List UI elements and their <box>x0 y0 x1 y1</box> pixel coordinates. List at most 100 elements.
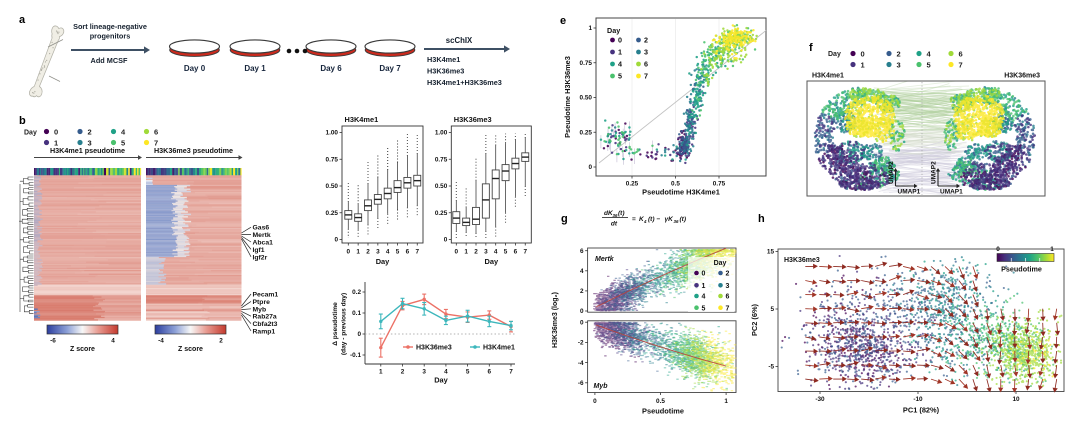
svg-text:1: 1 <box>356 249 360 256</box>
svg-text:UMAP2: UMAP2 <box>888 161 895 184</box>
svg-text:1: 1 <box>618 48 622 57</box>
svg-text:H3K36me3: H3K36me3 <box>784 257 820 264</box>
svg-text:(day - previous day): (day - previous day) <box>341 293 348 355</box>
svg-text:4: 4 <box>494 249 498 256</box>
svg-text:-6: -6 <box>578 380 584 387</box>
svg-text:3: 3 <box>644 48 648 57</box>
svg-text:Day: Day <box>607 26 620 35</box>
svg-text:6: 6 <box>644 60 648 69</box>
svg-text:=: = <box>632 216 636 223</box>
svg-text:1: 1 <box>724 398 728 405</box>
svg-text:H3K36me3 pseudotime: H3K36me3 pseudotime <box>154 146 233 155</box>
svg-text:6: 6 <box>154 127 158 136</box>
svg-text:36: 36 <box>613 213 618 218</box>
svg-text:e: e <box>560 15 566 27</box>
svg-text:-5: -5 <box>768 364 774 371</box>
svg-text:10: 10 <box>1012 396 1020 403</box>
svg-text:0.1: 0.1 <box>352 310 361 317</box>
svg-text:0: 0 <box>593 398 597 405</box>
svg-text:4: 4 <box>643 219 647 224</box>
svg-text:(t) −: (t) − <box>648 216 660 223</box>
svg-text:Igf1: Igf1 <box>253 247 265 254</box>
svg-text:2: 2 <box>366 249 370 256</box>
svg-text:-30: -30 <box>815 396 825 403</box>
svg-text:7: 7 <box>415 249 419 256</box>
svg-text:3: 3 <box>422 369 426 376</box>
svg-text:Rab27a: Rab27a <box>253 314 277 321</box>
svg-text:0.2: 0.2 <box>352 289 361 296</box>
svg-text:(t): (t) <box>680 216 687 223</box>
svg-text:γK: γK <box>665 216 675 223</box>
svg-text:Myb: Myb <box>253 306 267 313</box>
svg-text:2: 2 <box>897 49 901 58</box>
svg-text:Mertk: Mertk <box>253 232 271 239</box>
svg-text:0.25: 0.25 <box>626 181 639 188</box>
svg-text:2: 2 <box>88 127 92 136</box>
svg-text:1: 1 <box>54 138 58 147</box>
svg-text:Pseudotime H3K36me3: Pseudotime H3K36me3 <box>563 56 572 138</box>
svg-text:a: a <box>19 14 26 26</box>
svg-text:Pseudotime: Pseudotime <box>642 407 684 416</box>
svg-text:5: 5 <box>396 249 400 256</box>
svg-text:6: 6 <box>488 369 492 376</box>
svg-text:0.75: 0.75 <box>326 156 339 163</box>
svg-text:Day 7: Day 7 <box>379 64 401 73</box>
svg-text:Igf2r: Igf2r <box>253 254 268 261</box>
svg-text:Day: Day <box>376 257 390 266</box>
svg-text:4: 4 <box>927 49 932 58</box>
svg-text:6: 6 <box>406 249 410 256</box>
svg-text:1.00: 1.00 <box>326 130 339 137</box>
svg-text:2: 2 <box>726 271 730 278</box>
svg-text:0: 0 <box>580 308 584 315</box>
svg-text:4: 4 <box>618 60 622 69</box>
svg-text:Z score: Z score <box>70 346 95 353</box>
svg-text:5: 5 <box>618 72 622 81</box>
svg-text:7: 7 <box>509 369 513 376</box>
svg-text:5: 5 <box>121 138 125 147</box>
svg-text:2: 2 <box>644 36 648 45</box>
svg-text:H3K4me1: H3K4me1 <box>345 115 379 124</box>
svg-text:Myb: Myb <box>594 383 609 390</box>
svg-text:0.25: 0.25 <box>326 210 339 217</box>
svg-text:0: 0 <box>347 249 351 256</box>
svg-text:1: 1 <box>1050 246 1054 253</box>
svg-text:Gas6: Gas6 <box>253 225 270 232</box>
svg-text:Ramp1: Ramp1 <box>253 329 276 336</box>
svg-text:4: 4 <box>444 369 448 376</box>
svg-text:g: g <box>561 213 568 225</box>
svg-text:0: 0 <box>455 249 459 256</box>
svg-text:3: 3 <box>897 60 901 69</box>
svg-text:3: 3 <box>88 138 92 147</box>
svg-text:H3K36me3: H3K36me3 <box>1004 73 1040 80</box>
svg-text:0.75: 0.75 <box>580 60 593 67</box>
svg-text:0: 0 <box>702 271 706 278</box>
svg-text:6: 6 <box>580 248 584 255</box>
svg-text:1: 1 <box>379 369 383 376</box>
svg-text:b: b <box>19 115 26 127</box>
svg-text:1: 1 <box>464 249 468 256</box>
svg-text:0: 0 <box>996 246 1000 253</box>
svg-text:2: 2 <box>401 369 405 376</box>
svg-text:1: 1 <box>588 25 592 32</box>
svg-text:1.00: 1.00 <box>435 130 448 137</box>
svg-text:7: 7 <box>523 249 527 256</box>
svg-text:0.50: 0.50 <box>435 183 448 190</box>
svg-text:2: 2 <box>219 338 223 345</box>
svg-text:3: 3 <box>484 249 488 256</box>
svg-text:Δ pseudotime: Δ pseudotime <box>332 302 339 346</box>
svg-text:Day 0: Day 0 <box>184 64 206 73</box>
svg-text:0.5: 0.5 <box>656 398 665 405</box>
svg-text:h: h <box>758 213 765 225</box>
svg-text:0.25: 0.25 <box>435 210 448 217</box>
svg-text:UMAP2: UMAP2 <box>931 161 938 184</box>
svg-text:K: K <box>639 216 645 223</box>
svg-text:Abca1: Abca1 <box>253 240 274 247</box>
svg-text:Sort lineage-negative: Sort lineage-negative <box>73 22 147 31</box>
svg-text:4: 4 <box>121 127 126 136</box>
svg-text:7: 7 <box>154 138 158 147</box>
svg-text:-4: -4 <box>578 360 584 367</box>
svg-text:6: 6 <box>514 249 518 256</box>
svg-text:1: 1 <box>702 283 706 290</box>
svg-text:UMAP1: UMAP1 <box>898 189 921 196</box>
svg-text:3: 3 <box>726 283 730 290</box>
